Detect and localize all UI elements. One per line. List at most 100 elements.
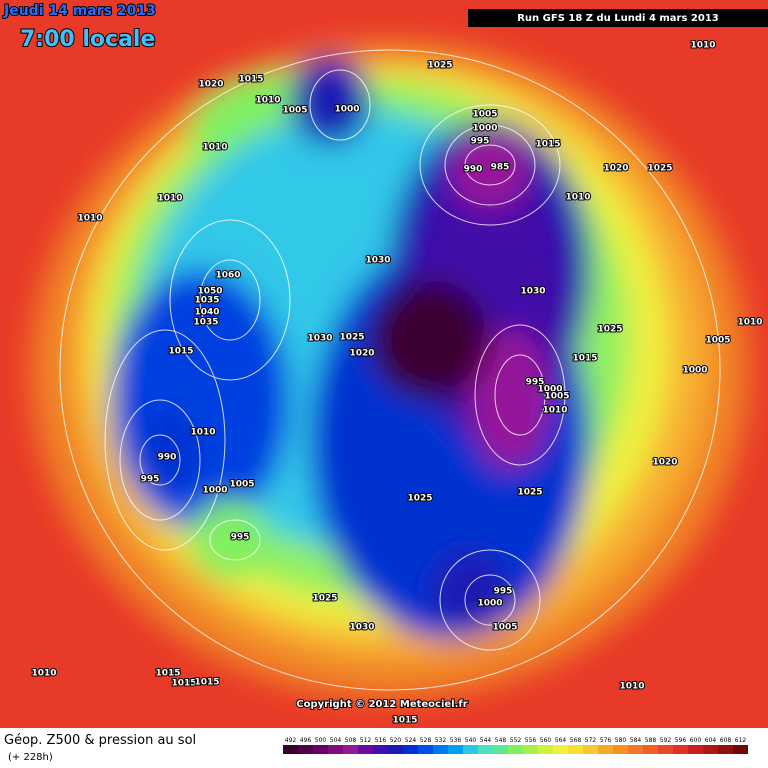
colorbar-swatch (448, 745, 463, 754)
colorbar-label: 556 (525, 737, 537, 744)
isobar-label: 1010 (31, 669, 56, 679)
isobar-label: 1015 (194, 678, 219, 688)
colorbar-swatch (418, 745, 433, 754)
colorbar-label: 592 (660, 737, 672, 744)
colorbar-label: 572 (585, 737, 597, 744)
colorbar-swatch (538, 745, 553, 754)
colorbar-swatch (658, 745, 673, 754)
isobar-label: 1025 (339, 333, 364, 343)
colorbar-label: 516 (375, 737, 387, 744)
colorbar-label: 604 (705, 737, 717, 744)
colorbar-swatch (478, 745, 493, 754)
isobar-label: 1015 (171, 679, 196, 689)
isobar-label: 1005 (229, 480, 254, 490)
isobar-label: 1040 (194, 308, 219, 318)
isobar-label: 1000 (537, 385, 562, 395)
colorbar-label: 568 (570, 737, 582, 744)
colorbar-label: 536 (450, 737, 462, 744)
isobar-label: 990 (158, 453, 177, 463)
isobar-label: 1010 (619, 682, 644, 692)
isobar-label: 1035 (194, 296, 219, 306)
isobar-label: 1020 (349, 349, 374, 359)
isobar-label: 1020 (603, 164, 628, 174)
isobar-label: 1010 (542, 406, 567, 416)
colorbar-label: 560 (540, 737, 552, 744)
colorbar-label: 552 (510, 737, 522, 744)
colorbar-label: 500 (315, 737, 327, 744)
colorbar-label: 580 (615, 737, 627, 744)
isobar-label: 1000 (477, 599, 502, 609)
isobar-label: 1010 (737, 318, 762, 328)
isobar-label: 1025 (312, 594, 337, 604)
colorbar-swatch (298, 745, 313, 754)
isobar-label: 1025 (407, 494, 432, 504)
isobar-label: 1030 (520, 287, 545, 297)
colorbar-swatch (703, 745, 718, 754)
isobar-label: 990 (464, 165, 483, 175)
colorbar-swatch (328, 745, 343, 754)
colorbar-swatch (283, 745, 298, 754)
colorbar-swatch (583, 745, 598, 754)
isobar-label: 1005 (492, 623, 517, 633)
colorbar-label: 532 (435, 737, 447, 744)
colorbar-swatch (358, 745, 373, 754)
colorbar-label: 504 (330, 737, 342, 744)
isobar-label: 1010 (690, 41, 715, 51)
colorbar-swatch (343, 745, 358, 754)
isobar-label: 1060 (215, 271, 240, 281)
date-label: Jeudi 14 mars 2013 (3, 3, 156, 19)
isobar-label: 1025 (597, 325, 622, 335)
colorbar-label: 524 (405, 737, 417, 744)
colorbar-swatch (733, 745, 748, 754)
colorbar-swatch (388, 745, 403, 754)
colorbar-swatch (613, 745, 628, 754)
colorbar-swatch (688, 745, 703, 754)
colorbar: 492 496 500 504 508 512 516 520 524 528 532 536 540 5… (283, 737, 748, 754)
isobar-label: 1015 (535, 140, 560, 150)
colorbar-label: 612 (735, 737, 747, 744)
colorbar-label: 588 (645, 737, 657, 744)
isobar-label: 1005 (472, 110, 497, 120)
copyright: Copyright © 2012 Meteociel.fr (296, 699, 467, 710)
colorbar-label: 608 (720, 737, 732, 744)
colorbar-label: 496 (300, 737, 312, 744)
isobar-label: 1015 (155, 669, 180, 679)
isobar-label: 1010 (565, 193, 590, 203)
run-box (468, 9, 768, 27)
colorbar-swatch (403, 745, 418, 754)
isobar-label: 995 (141, 475, 160, 485)
footer-subtitle: (+ 228h) (8, 752, 53, 763)
colorbar-swatch (553, 745, 568, 754)
isobar-label: 1025 (647, 164, 672, 174)
colorbar-label: 576 (600, 737, 612, 744)
run-label: Run GFS 18 Z du Lundi 4 mars 2013 (517, 13, 719, 24)
isobar-label: 1010 (190, 428, 215, 438)
isobar-label: 1020 (198, 80, 223, 90)
isobar-label: 1010 (202, 143, 227, 153)
geopotential-field (30, 40, 750, 700)
isobar-label: 1015 (168, 347, 193, 357)
isobar-label: 1010 (77, 214, 102, 224)
isobar-label: 1025 (427, 61, 452, 71)
colorbar-swatch (493, 745, 508, 754)
isobar-label: 1050 (197, 287, 222, 297)
colorbar-swatch (373, 745, 388, 754)
colorbar-label: 512 (360, 737, 372, 744)
isobar-label: 995 (494, 587, 513, 597)
colorbar-swatch (628, 745, 643, 754)
isobar-label: 1015 (572, 354, 597, 364)
colorbar-swatch (598, 745, 613, 754)
colorbar-swatch (568, 745, 583, 754)
isobar-lines (59, 49, 721, 691)
isobar-label: 1030 (365, 256, 390, 266)
isobar-label: 995 (526, 378, 545, 388)
colorbar-label: 508 (345, 737, 357, 744)
colorbar-swatch (463, 745, 478, 754)
isobar-label: 1000 (472, 124, 497, 134)
colorbar-label: 520 (390, 737, 402, 744)
time-label: 7:00 locale (20, 27, 155, 52)
isobar-label: 1000 (682, 366, 707, 376)
colorbar-label: 564 (555, 737, 567, 744)
colorbar-swatch (718, 745, 733, 754)
